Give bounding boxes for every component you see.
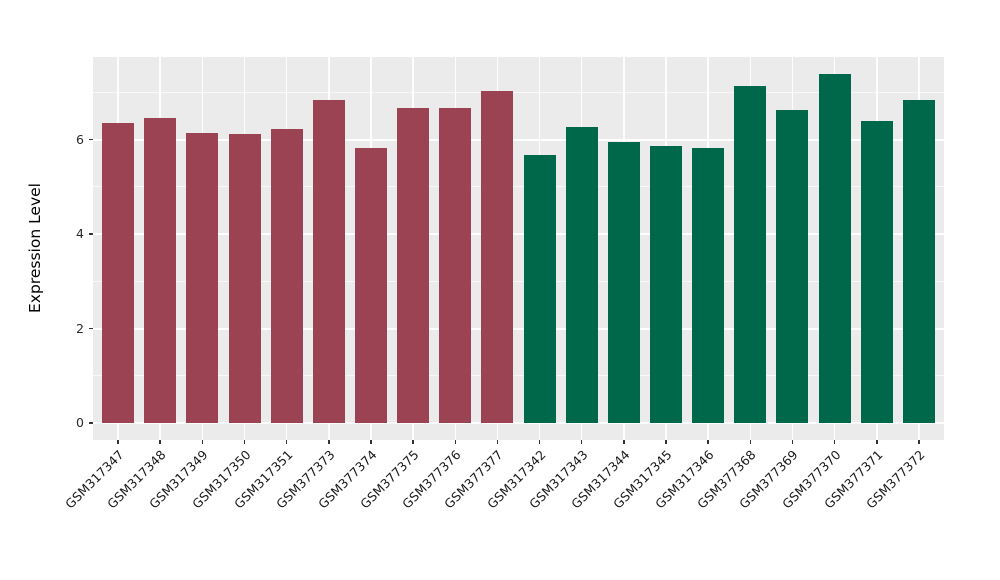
x-tick-mark bbox=[201, 440, 204, 444]
y-tick-label: 0 bbox=[76, 415, 84, 430]
x-tick-mark bbox=[538, 440, 541, 444]
bar bbox=[144, 118, 177, 423]
plot-panel bbox=[93, 57, 944, 440]
bar bbox=[776, 110, 809, 423]
minor-gridline bbox=[93, 280, 944, 282]
major-gridline bbox=[93, 233, 944, 236]
y-tick-mark bbox=[89, 138, 93, 141]
bar bbox=[312, 99, 345, 423]
major-gridline bbox=[93, 138, 944, 141]
bar bbox=[102, 122, 135, 423]
x-tick-mark bbox=[833, 440, 836, 444]
x-tick-mark bbox=[623, 440, 625, 444]
x-tick-mark bbox=[370, 440, 372, 444]
bar bbox=[692, 148, 725, 423]
bar bbox=[902, 99, 935, 423]
x-tick-mark bbox=[876, 440, 878, 444]
bar bbox=[439, 108, 472, 423]
bar bbox=[860, 121, 893, 423]
x-tick-mark bbox=[285, 440, 288, 444]
bar bbox=[607, 142, 640, 423]
bar bbox=[481, 91, 514, 423]
x-tick-mark bbox=[665, 440, 667, 444]
bar bbox=[818, 74, 851, 423]
bar bbox=[650, 146, 683, 423]
y-tick-label: 6 bbox=[76, 131, 84, 147]
bar bbox=[228, 134, 261, 423]
x-tick-mark bbox=[496, 440, 499, 444]
x-tick-mark bbox=[243, 440, 246, 444]
minor-gridline bbox=[93, 186, 944, 188]
x-tick-mark bbox=[580, 440, 583, 444]
x-tick-mark bbox=[328, 440, 330, 444]
x-tick-mark bbox=[707, 440, 709, 444]
bar bbox=[354, 147, 387, 423]
bar bbox=[397, 108, 430, 423]
y-axis-title: Expression Level bbox=[26, 183, 44, 313]
major-gridline bbox=[93, 327, 944, 330]
minor-gridline bbox=[93, 375, 944, 377]
minor-gridline bbox=[93, 91, 944, 93]
x-tick-mark bbox=[749, 440, 752, 444]
y-tick-mark bbox=[89, 422, 93, 424]
major-gridline bbox=[93, 422, 944, 424]
y-tick-label: 4 bbox=[76, 226, 84, 242]
x-tick-mark bbox=[918, 440, 920, 444]
bar bbox=[565, 126, 598, 423]
x-tick-mark bbox=[454, 440, 457, 444]
x-tick-mark bbox=[159, 440, 161, 444]
bar bbox=[186, 132, 219, 423]
y-tick-mark bbox=[89, 233, 93, 235]
x-tick-mark bbox=[412, 440, 414, 444]
bar bbox=[270, 129, 303, 423]
y-tick-label: 2 bbox=[76, 320, 84, 336]
x-tick-mark bbox=[791, 440, 794, 444]
bar bbox=[523, 154, 556, 423]
y-tick-mark bbox=[89, 327, 93, 330]
x-tick-mark bbox=[117, 440, 119, 444]
bar bbox=[734, 86, 767, 423]
